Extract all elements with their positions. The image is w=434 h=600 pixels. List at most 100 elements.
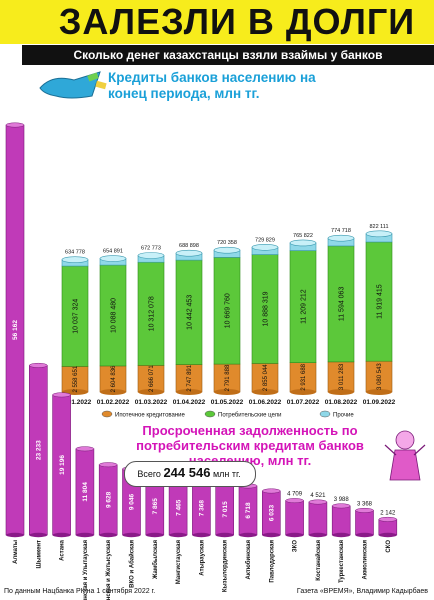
region-value-label: 4 521 — [310, 493, 326, 499]
other-value-label: 774 718 — [331, 228, 351, 234]
character-arm-icon — [413, 444, 426, 456]
region-bar-base — [6, 532, 24, 538]
total-text: Всего 244 546 млн тг. — [124, 465, 254, 482]
other-value-label: 672 773 — [141, 245, 161, 251]
consumer-value-label: 10 669 760 — [225, 293, 232, 328]
region-bar-base — [355, 532, 374, 538]
region-bar — [355, 510, 374, 536]
total-label: Всего — [137, 469, 161, 479]
cylinder-top — [61, 256, 89, 263]
region-category-label: Актюбинская — [245, 540, 252, 580]
mortgage-value-label: 2 855 044 — [263, 364, 269, 391]
category-tick-label: 01.04.2022 — [173, 399, 206, 406]
region-bar — [308, 501, 328, 536]
other-value-label: 688 898 — [179, 243, 199, 249]
cylinder-base — [328, 389, 354, 395]
region-category-label: Атырауская — [199, 540, 205, 576]
mortgage-value-label: 3 011 283 — [339, 363, 345, 390]
region-category-label: Кызылординская — [223, 540, 229, 593]
region-value-label: 4 709 — [287, 492, 303, 498]
mortgage-bar — [213, 363, 241, 393]
region-bar-base — [122, 532, 141, 538]
mortgage-value-label: 2 931 688 — [301, 363, 307, 390]
consumer-value-label: 11 919 415 — [377, 284, 384, 319]
consumer-value-label: 10 037 324 — [73, 299, 80, 334]
region-category-label: Костанайская — [315, 540, 322, 581]
region-bar-top — [378, 516, 398, 522]
consumer-value-label: 10 888 319 — [263, 291, 270, 326]
source-note: По данным Нацбанка РК на 1 сентября 2022… — [4, 588, 156, 595]
total-unit: млн тг. — [212, 469, 241, 479]
region-bar-base — [332, 532, 351, 538]
region-bar-base — [29, 532, 48, 538]
other-value-label: 634 778 — [65, 250, 85, 256]
consumer-bar — [213, 257, 241, 365]
mortgage-bar — [175, 364, 203, 393]
category-tick-label: 01.07.2022 — [287, 399, 320, 406]
region-value-label: 3 988 — [334, 497, 350, 503]
region-category-label: ЗКО — [293, 540, 299, 552]
legend-swatch — [101, 410, 113, 418]
category-tick-label: 01.05.2022 — [211, 399, 244, 406]
region-value-label: 56 162 — [12, 320, 19, 340]
other-value-label: 822 111 — [369, 224, 388, 230]
category-tick-label: 01.08.2022 — [325, 399, 358, 406]
region-bar-base — [75, 532, 94, 538]
region-value-label: 6 718 — [245, 502, 252, 519]
region-bar-top — [52, 392, 71, 398]
region-bar-base — [169, 532, 188, 538]
region-value-label: 7 865 — [152, 498, 159, 515]
region-bar-top — [5, 122, 25, 128]
mortgage-value-label: 2 558 651 — [73, 365, 79, 392]
legend-label: Потребительские цели — [218, 413, 281, 419]
consumer-value-label: 11 594 063 — [339, 287, 346, 322]
loans-chart-title: Кредиты банков населению на конец период… — [108, 70, 316, 101]
category-tick-label: 01.03.2022 — [135, 399, 168, 406]
mortgage-value-label: 2 791 888 — [225, 364, 231, 391]
region-category-label: Алматы — [13, 540, 19, 564]
cylinder-base — [366, 389, 392, 395]
region-value-label: 3 368 — [357, 501, 373, 507]
region-value-label: 11 804 — [82, 482, 89, 502]
region-bar-base — [192, 532, 211, 538]
cylinder-top — [251, 243, 279, 251]
region-value-label: 2 142 — [380, 510, 396, 516]
cylinder-base — [214, 389, 240, 395]
other-value-label: 720 358 — [217, 240, 237, 246]
legend-label: Ипотечное кредитование — [115, 413, 186, 419]
region-bar-top — [308, 499, 328, 505]
region-category-label: Мангистауская — [176, 540, 182, 585]
region-category-label: Жамбылская — [152, 540, 159, 580]
region-category-label: ВКО и Абайская — [129, 540, 136, 588]
consumer-bar — [289, 250, 317, 363]
cylinder-base — [100, 389, 126, 395]
region-value-label: 9 628 — [105, 491, 112, 508]
credit-note: Газета «ВРЕМЯ», Владимир Кадырбаев — [296, 588, 428, 595]
character-body-icon — [389, 449, 421, 481]
consumer-value-label: 10 442 453 — [187, 295, 194, 330]
cylinder-base — [176, 389, 202, 395]
other-value-label: 654 891 — [103, 249, 123, 255]
consumer-bar — [137, 261, 165, 366]
title-banner — [0, 0, 434, 44]
region-category-label: Астана — [60, 539, 66, 560]
region-bar-base — [145, 532, 164, 538]
legend-swatch — [319, 410, 331, 418]
region-bar-top — [98, 462, 118, 468]
region-value-label: 19 196 — [59, 455, 66, 475]
other-value-label: 729 829 — [255, 237, 275, 243]
consumer-bar — [365, 241, 393, 362]
region-bar-base — [239, 532, 257, 538]
region-category-label: Акмолинская — [363, 540, 369, 580]
cylinder-top — [99, 255, 127, 262]
region-bar-top — [331, 503, 351, 509]
category-tick-label: 01.09.2022 — [363, 399, 396, 406]
consumer-bar — [99, 264, 127, 367]
mortgage-value-label: 2 666 071 — [149, 365, 155, 392]
cylinder-base — [252, 389, 278, 395]
mortgage-value-label: 3 080 543 — [377, 363, 383, 390]
page-title: ЗАЛЕЗЛИ В ДОЛГИ — [58, 1, 416, 42]
cornucopia-icon — [39, 71, 101, 99]
